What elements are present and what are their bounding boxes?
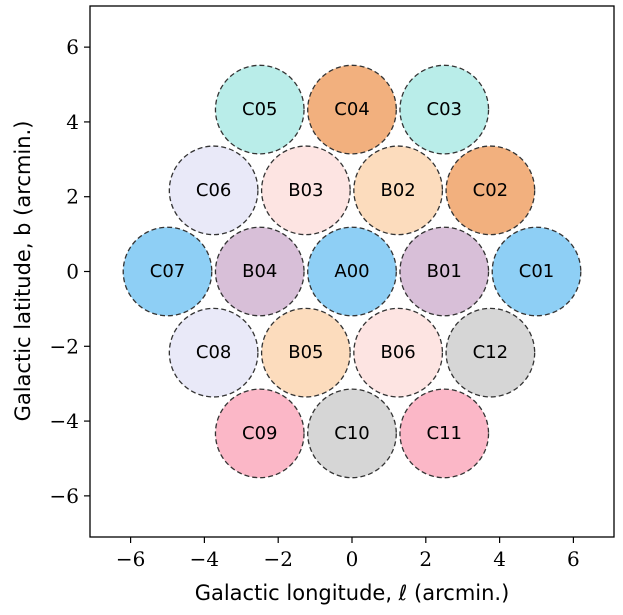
- pointing-label-b03: B03: [288, 180, 323, 201]
- pointing-circle-b03: [260, 145, 351, 236]
- pointing-circle-c04: [307, 64, 397, 155]
- pointing-label-c12: C12: [473, 342, 508, 363]
- x-tick-label: 2: [419, 547, 432, 571]
- y-tick-label: −6: [50, 484, 79, 508]
- pointing-label-c11: C11: [427, 423, 462, 444]
- axis-ticks: −6 −4 −2 0 2 4 6 −6 −4 −2 0 2 4 6: [50, 35, 580, 571]
- x-tick-label: 0: [346, 547, 359, 571]
- x-axis-label: Galactic longitude, ℓ (arcmin.): [195, 581, 510, 605]
- y-tick-label: 4: [66, 110, 79, 134]
- pointing-circles: A00 B01 B02 B03 B04 B05 B06 C01 C02 C03 C04 C05 C06 C…: [122, 64, 582, 479]
- pointing-label-c08: C08: [196, 342, 231, 363]
- pointing-circle-c03: [399, 64, 490, 155]
- y-tick-label: 6: [66, 35, 79, 59]
- x-tick-label: −4: [190, 547, 219, 571]
- y-tick-label: −2: [50, 334, 79, 358]
- pointing-label-c05: C05: [242, 99, 277, 120]
- pointing-label-c04: C04: [334, 99, 369, 120]
- x-tick-label: −6: [116, 547, 145, 571]
- pointing-label-c09: C09: [242, 423, 277, 444]
- pointing-label-c02: C02: [473, 180, 508, 201]
- pointing-circle-b05: [260, 307, 351, 398]
- y-tick-label: 2: [66, 185, 79, 209]
- plot-frame: [89, 5, 615, 538]
- pointing-label-a00: A00: [334, 261, 369, 282]
- pointing-label-c01: C01: [519, 261, 554, 282]
- pointing-circle-c07: [122, 226, 213, 317]
- y-tick-label: 0: [66, 260, 79, 284]
- x-tick-label: 6: [567, 547, 580, 571]
- pointing-label-c06: C06: [196, 180, 231, 201]
- pointing-circle-b04: [214, 226, 305, 317]
- pointing-label-c03: C03: [427, 99, 462, 120]
- pointing-circle-c06: [168, 145, 259, 236]
- pointing-circle-c11: [399, 388, 490, 479]
- pointing-label-b05: B05: [288, 342, 323, 363]
- pointing-label-c10: C10: [334, 423, 369, 444]
- pointing-circle-c02: [445, 145, 536, 236]
- pointing-circle-a00: [307, 226, 397, 317]
- y-axis-label: Galactic latitude, b (arcmin.): [11, 121, 35, 422]
- pointing-circle-b02: [353, 145, 444, 236]
- pointing-circle-c10: [307, 388, 397, 479]
- pointing-circle-c05: [214, 64, 305, 155]
- pointing-circle-c12: [445, 307, 536, 398]
- x-tick-label: −2: [263, 547, 292, 571]
- pointing-circle-b01: [399, 226, 490, 317]
- pointing-circle-c01: [491, 226, 582, 317]
- pointing-label-c07: C07: [150, 261, 185, 282]
- pointing-circle-c09: [214, 388, 305, 479]
- pointing-label-b04: B04: [242, 261, 277, 282]
- pointing-label-b01: B01: [427, 261, 462, 282]
- x-tick-label: 4: [493, 547, 506, 571]
- pointing-circle-c08: [168, 307, 259, 398]
- y-tick-label: −4: [50, 409, 79, 433]
- pointing-circle-b06: [353, 307, 444, 398]
- pointing-label-b06: B06: [380, 342, 415, 363]
- pointing-label-b02: B02: [380, 180, 415, 201]
